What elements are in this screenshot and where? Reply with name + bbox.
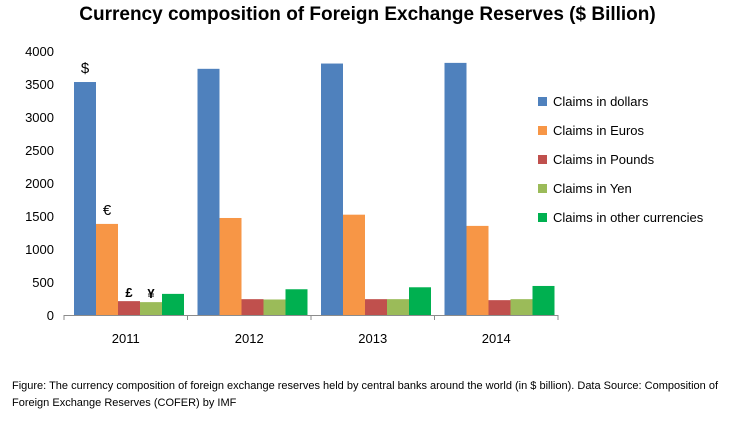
legend-label: Claims in other currencies (553, 210, 704, 225)
x-tick-label: 2013 (358, 331, 387, 346)
x-tick-label: 2011 (112, 331, 140, 346)
legend-label: Claims in Euros (553, 123, 645, 138)
currency-symbols: $ € £ ¥ (81, 60, 156, 301)
bar (162, 293, 184, 315)
bar (96, 223, 118, 315)
currency-symbol-label: ¥ (147, 286, 155, 301)
bar (365, 299, 387, 315)
y-tick-label: 2000 (25, 176, 54, 191)
currency-symbol-label: £ (125, 285, 133, 300)
legend-label: Claims in dollars (553, 94, 649, 109)
bar (140, 302, 162, 315)
legend-swatch (538, 97, 547, 106)
figure-caption: Figure: The currency composition of fore… (12, 380, 718, 409)
bar (343, 214, 365, 315)
x-tick-label: 2012 (235, 331, 264, 346)
bar (74, 82, 96, 316)
y-tick-label: 0 (47, 308, 54, 323)
y-tick-label: 1000 (25, 242, 54, 257)
bar (510, 299, 533, 315)
y-tick-label: 4000 (25, 44, 54, 59)
legend-label: Claims in Pounds (553, 152, 655, 167)
bar (488, 300, 511, 315)
chart-title: Currency composition of Foreign Exchange… (79, 4, 656, 25)
bar (466, 225, 489, 315)
currency-symbol-label: $ (81, 60, 90, 77)
bar (444, 62, 467, 315)
bar (409, 287, 431, 315)
legend-swatch (538, 126, 547, 135)
legend-swatch (538, 155, 547, 164)
bar (118, 301, 140, 315)
bar-group (74, 62, 555, 316)
y-axis-ticks: 0 500 1000 1500 2000 2500 3000 3500 4000 (25, 44, 54, 323)
y-tick-label: 3000 (25, 110, 54, 125)
bar (387, 299, 409, 315)
x-tick-label: 2014 (482, 331, 511, 346)
bar (241, 299, 264, 315)
bar (219, 217, 242, 315)
bar (263, 299, 286, 315)
y-tick-label: 2500 (25, 143, 54, 158)
y-tick-label: 3500 (25, 77, 54, 92)
x-axis-ticks: 2011 2012 2013 2014 (63, 315, 559, 346)
legend: Claims in dollars Claims in Euros Claims i… (538, 94, 704, 225)
currency-symbol-label: € (103, 202, 112, 219)
y-tick-label: 1500 (25, 209, 54, 224)
bar (321, 63, 343, 315)
bar (532, 285, 555, 315)
legend-swatch (538, 184, 547, 193)
bar (285, 289, 308, 315)
bar (197, 68, 220, 315)
y-tick-label: 500 (32, 275, 54, 290)
bar-chart: 0 500 1000 1500 2000 2500 3000 3500 4000 $ € £ ¥ 20… (25, 44, 704, 346)
legend-swatch (538, 213, 547, 222)
legend-label: Claims in Yen (553, 181, 632, 196)
